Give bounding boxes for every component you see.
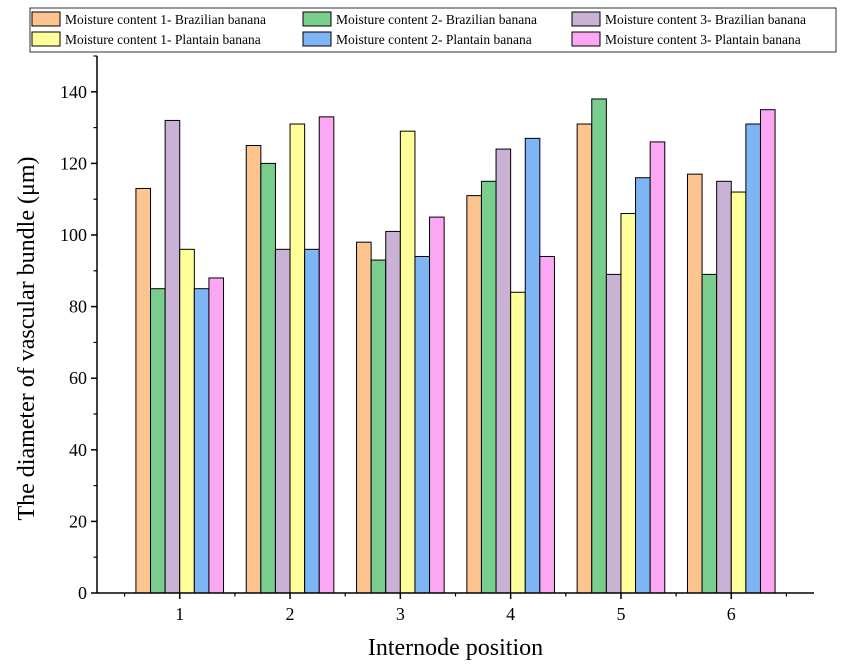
- bar-s5-c1: [193, 288, 210, 594]
- bar-s4-c3: [399, 130, 416, 594]
- legend-label-6: Moisture content 3- Plantain banana: [605, 32, 801, 47]
- legend-swatch-2: [302, 11, 332, 27]
- bar-s3-c3: [385, 230, 401, 594]
- bar-s2-c1: [150, 288, 166, 594]
- x-tick-label: 5: [616, 604, 625, 624]
- bar-s4-c5: [620, 213, 637, 594]
- y-tick-label: 0: [78, 583, 87, 603]
- legend-swatch-4: [31, 31, 61, 47]
- x-tick-label: 1: [175, 604, 184, 624]
- bar-s5-c4: [524, 137, 541, 594]
- bar-s1-c2: [245, 145, 262, 594]
- legend-label-1: Moisture content 1- Brazilian banana: [65, 12, 266, 27]
- bar-s2-c5: [591, 98, 607, 594]
- bars-layer: [135, 98, 776, 594]
- bar-s2-c2: [260, 162, 276, 594]
- bar-s1-c4: [466, 195, 482, 594]
- legend-label-2: Moisture content 2- Brazilian banana: [336, 12, 537, 27]
- bar-s3-c2: [274, 248, 291, 594]
- bar-s1-c1: [135, 187, 152, 594]
- bar-s3-c4: [495, 148, 512, 594]
- bar-s1-c5: [576, 123, 593, 594]
- bar-s4-c4: [510, 291, 526, 594]
- bar-s1-c6: [686, 173, 703, 594]
- legend-label-4: Moisture content 1- Plantain banana: [65, 32, 261, 47]
- y-tick-label: 140: [60, 82, 87, 102]
- bar-s2-c3: [370, 259, 387, 594]
- legend-swatch-3: [571, 11, 601, 27]
- bar-s4-c2: [289, 123, 306, 594]
- bar-s5-c2: [304, 248, 320, 594]
- y-tick-label: 40: [69, 440, 87, 460]
- bar-s2-c6: [701, 273, 718, 594]
- bar-s6-c1: [208, 277, 225, 594]
- x-tick-label: 3: [396, 604, 405, 624]
- legend-swatch-6: [571, 31, 601, 47]
- bar-s6-c6: [759, 109, 776, 594]
- y-tick-label: 100: [60, 225, 87, 245]
- legend-label-3: Moisture content 3- Brazilian banana: [605, 12, 806, 27]
- bar-s3-c6: [716, 180, 732, 594]
- legend-frame: [29, 7, 837, 53]
- legend: Moisture content 1- Brazilian banana Mois…: [29, 7, 837, 53]
- y-axis-title: The diameter of vascular bundle (μm): [14, 156, 40, 520]
- legend-swatch-5: [302, 31, 332, 47]
- bar-s6-c4: [539, 255, 555, 594]
- bar-s6-c3: [429, 216, 445, 594]
- bar-s1-c3: [356, 241, 372, 594]
- y-tick-label: 80: [69, 297, 87, 317]
- bar-s5-c3: [414, 255, 431, 594]
- legend-swatch-1: [31, 11, 61, 27]
- y-tick-label: 120: [60, 153, 87, 173]
- bar-s6-c2: [318, 116, 335, 594]
- bar-s2-c4: [480, 180, 497, 594]
- bar-s3-c1: [164, 119, 181, 594]
- x-tick-label: 6: [727, 604, 736, 624]
- y-tick-label: 20: [69, 511, 87, 531]
- x-tick-label: 4: [506, 604, 515, 624]
- x-axis-title: Internode position: [368, 635, 543, 661]
- legend-label-5: Moisture content 2- Plantain banana: [336, 32, 532, 47]
- y-tick-label: 60: [69, 368, 87, 388]
- bar-s4-c6: [730, 191, 747, 594]
- bar-s5-c6: [745, 123, 761, 594]
- bar-s5-c5: [635, 177, 651, 594]
- x-tick-label: 2: [286, 604, 295, 624]
- bar-s6-c5: [649, 141, 666, 594]
- bar-s4-c1: [179, 248, 195, 594]
- bar-s3-c5: [605, 273, 622, 594]
- axes: 0 20 40 60 80 100 120 140 1 2 3 4 5 6: [60, 55, 814, 624]
